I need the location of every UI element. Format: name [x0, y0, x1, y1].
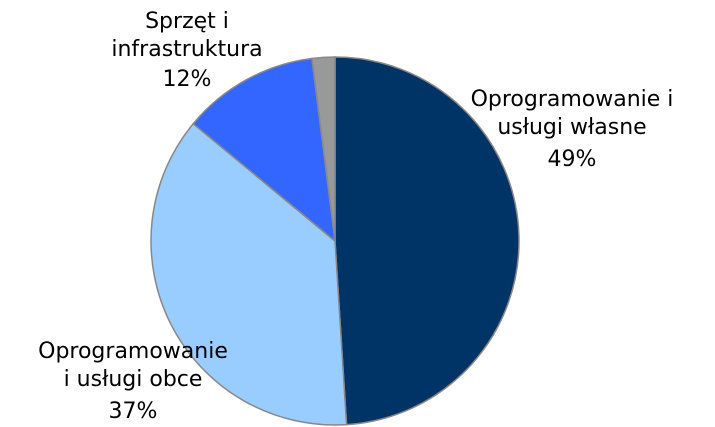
pie-slice: [311, 56, 336, 242]
slice-label: i usługi obce: [64, 367, 203, 392]
pie-slice: [192, 57, 336, 243]
value-label: 37%: [109, 399, 158, 424]
value-label: 12%: [163, 67, 212, 92]
slice-label: usługi własne: [497, 115, 646, 140]
slice-label: Oprogramowanie i: [471, 87, 674, 112]
slice-label: Sprzęt i: [145, 9, 229, 34]
slice-label: Oprogramowanie: [38, 339, 228, 364]
slice-label: infrastruktura: [111, 37, 262, 62]
pie-slice: [334, 56, 520, 426]
pie-slice: [150, 122, 348, 426]
value-label: 49%: [548, 147, 597, 172]
